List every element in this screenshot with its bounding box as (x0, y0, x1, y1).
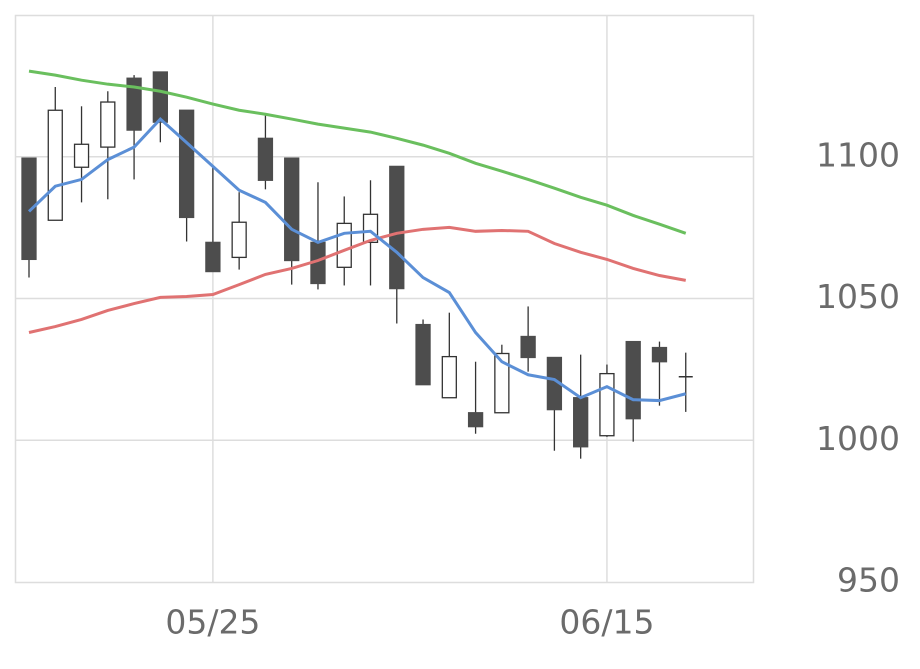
candle-body (152, 71, 169, 123)
candle-body (467, 412, 484, 428)
x-tick-label: 06/15 (559, 603, 654, 642)
candle-body (573, 397, 589, 448)
candle-body (494, 352, 510, 414)
candle-body (205, 241, 221, 273)
candle-body (73, 143, 90, 168)
candle-body (599, 372, 615, 437)
candle-body (178, 109, 195, 219)
candle-body (520, 335, 536, 359)
candle-body (231, 221, 247, 259)
candle-body (284, 157, 300, 262)
candle-body (100, 101, 116, 148)
candle-body (389, 165, 405, 290)
x-tick-label: 05/25 (165, 603, 260, 642)
candle-body (47, 109, 63, 221)
y-tick-label: 950 (837, 561, 900, 600)
candle-body (415, 323, 431, 386)
candle-body (336, 222, 352, 268)
y-tick-label: 1050 (816, 277, 900, 316)
y-tick-label: 1100 (816, 135, 900, 174)
candle-body (441, 355, 457, 399)
candle-body (651, 346, 668, 363)
y-tick-label: 1000 (816, 419, 900, 458)
candle-body (126, 77, 142, 131)
candle-body (21, 157, 37, 261)
moving-average-line (28, 225, 687, 334)
candle-body (625, 340, 641, 420)
moving-average-line (28, 69, 687, 235)
candle-body (257, 137, 274, 181)
moving-average-line (27, 116, 687, 403)
